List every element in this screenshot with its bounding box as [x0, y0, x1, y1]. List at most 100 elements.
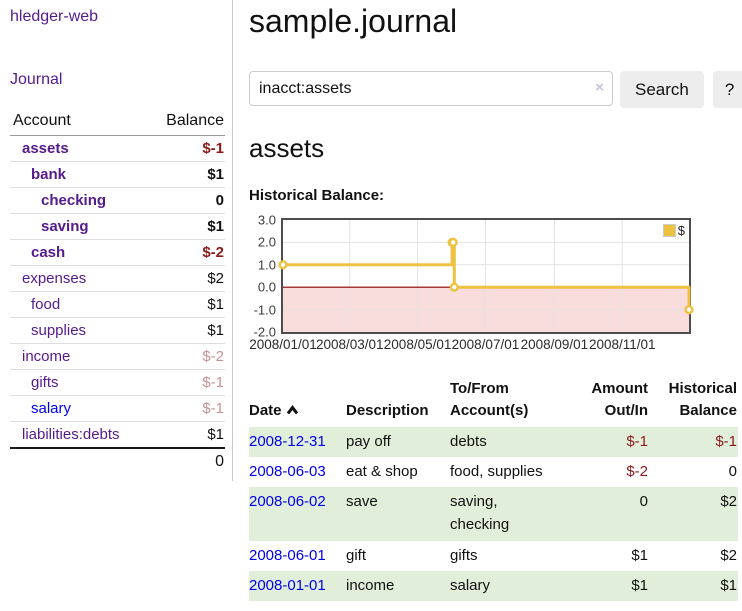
legend-swatch-icon [662, 224, 676, 237]
account-row: salary $-1 [10, 395, 225, 422]
transaction-accounts: food, supplies [450, 462, 543, 480]
transaction-date-link[interactable]: 2008-06-02 [249, 493, 326, 510]
account-balance: $2 [147, 265, 225, 292]
transaction-description: gift [346, 546, 367, 564]
account-row: checking 0 [10, 187, 225, 214]
account-balance: $-1 [147, 369, 225, 396]
legend-label: $ [677, 223, 685, 238]
account-row: gifts $-1 [10, 369, 225, 396]
transaction-date-link[interactable]: 2008-06-01 [249, 546, 326, 564]
account-link[interactable]: cash [31, 244, 66, 261]
account-balance: $-2 [147, 239, 225, 266]
account-link[interactable]: income [22, 348, 71, 365]
chart-y-axis: 3.0 2.0 1.0 0.0 -1.0 -2.0 [249, 213, 279, 340]
accounts-header-balance: Balance [147, 108, 225, 136]
account-balance: $1 [147, 421, 225, 449]
account-row: assets $-1 [10, 135, 225, 162]
accounts-total-row: 0 [10, 447, 225, 475]
transaction-row: 2008-01-01 income salary $1 $1 [249, 570, 738, 601]
account-link[interactable]: assets [22, 140, 69, 157]
transaction-amount: $-2 [626, 462, 648, 480]
app-title-link[interactable]: hledger-web [10, 8, 99, 25]
register-header-description: Description [346, 401, 429, 419]
account-link[interactable]: bank [31, 166, 67, 183]
accounts-total-balance: 0 [147, 447, 225, 475]
transaction-amount: $1 [631, 546, 648, 564]
search-button[interactable]: Search [620, 71, 704, 108]
register-header-amount: Amount Out/In [591, 380, 648, 419]
main-content: sample.journal × Search ? assets Histori… [233, 0, 742, 611]
chart-data-point [449, 282, 459, 292]
account-balance: 0 [147, 187, 225, 214]
transaction-accounts: saving, checking [450, 493, 510, 534]
search-form: × Search ? [249, 71, 742, 108]
register-header-balance: Historical Balance [668, 380, 737, 419]
x-tick-label: 2008/07/01 [451, 337, 520, 352]
transaction-balance: 0 [728, 462, 737, 480]
account-link[interactable]: expenses [22, 270, 87, 287]
sidebar-item-journal[interactable]: Journal [10, 71, 63, 88]
register-header-accounts: To/From Account(s) [450, 380, 529, 419]
register-header-date[interactable]: Date [249, 375, 346, 427]
transaction-accounts: debts [450, 432, 487, 450]
clear-search-icon[interactable]: × [595, 79, 604, 96]
chart-plot-area[interactable]: $ [278, 218, 694, 334]
account-balance: $-1 [147, 395, 225, 422]
x-tick-label: 2008/05/01 [383, 337, 452, 352]
transaction-balance: $2 [720, 493, 737, 510]
accounts-header-row: Account Balance [10, 108, 225, 136]
transaction-date-link[interactable]: 2008-01-01 [249, 576, 326, 594]
transaction-date-link[interactable]: 2008-06-03 [249, 462, 326, 480]
account-row: liabilities:debts $1 [10, 421, 225, 449]
account-link[interactable]: salary [31, 400, 72, 417]
account-link[interactable]: checking [41, 192, 107, 209]
transaction-row: 2008-06-03 eat & shop food, supplies $-2 0 [249, 457, 738, 487]
chart-plot-svg [278, 220, 694, 332]
transaction-accounts: gifts [450, 546, 478, 564]
account-row: cash $-2 [10, 239, 225, 266]
transaction-amount: 0 [639, 493, 648, 510]
account-heading: assets [249, 133, 325, 163]
y-tick-label: -1.0 [253, 302, 276, 318]
account-link[interactable]: food [31, 296, 61, 313]
x-tick-label: 2008/11/01 [588, 337, 656, 352]
page-title: sample.journal [249, 3, 458, 39]
account-row: food $1 [10, 291, 225, 318]
account-balance: $1 [147, 213, 225, 240]
x-tick-label: 2008/03/01 [315, 337, 384, 352]
account-link[interactable]: supplies [31, 322, 87, 339]
account-balance: $1 [147, 291, 225, 318]
account-row: saving $1 [10, 213, 225, 240]
account-row: income $-2 [10, 343, 225, 370]
account-balance: $1 [147, 317, 225, 344]
transaction-balance: $2 [720, 546, 737, 564]
y-tick-label: -2.0 [253, 324, 276, 340]
chart-data-point [684, 304, 694, 315]
chart-x-axis: 2008/01/01 2008/03/01 2008/05/01 2008/07/01… [249, 337, 689, 353]
account-balance: $-1 [147, 135, 225, 162]
x-tick-label: 2008/01/01 [249, 337, 317, 352]
accounts-table: Account Balance assets $-1 bank $1 checking 0… [10, 108, 225, 475]
transaction-row: 2008-06-01 gift gifts $1 $2 [249, 541, 738, 571]
transaction-date-link[interactable]: 2008-12-31 [249, 432, 326, 450]
transaction-amount: $1 [631, 576, 648, 594]
register-table: Date Description To/From Account(s) Amou… [249, 375, 738, 601]
register-header-row: Date Description To/From Account(s) Amou… [249, 375, 738, 427]
chart-title: Historical Balance: [249, 187, 385, 204]
chart-legend: $ [662, 223, 685, 238]
account-link[interactable]: saving [41, 218, 89, 235]
accounts-header-account: Account [10, 108, 148, 136]
account-link[interactable]: liabilities:debts [22, 426, 120, 443]
account-link[interactable]: gifts [31, 374, 59, 391]
transaction-description: pay off [346, 432, 391, 450]
transaction-balance: $-1 [715, 432, 737, 450]
account-balance: $1 [147, 161, 225, 188]
chart-data-point [278, 260, 288, 270]
transaction-amount: $-1 [626, 432, 648, 450]
account-row: supplies $1 [10, 317, 225, 344]
help-button[interactable]: ? [712, 71, 742, 108]
sidebar: hledger-web Journal Account Balance asse… [0, 0, 233, 481]
transaction-row: 2008-06-02 save saving, checking 0 $2 [249, 487, 738, 541]
search-input[interactable] [249, 71, 613, 106]
transaction-row: 2008-12-31 pay off debts $-1 $-1 [249, 426, 738, 457]
